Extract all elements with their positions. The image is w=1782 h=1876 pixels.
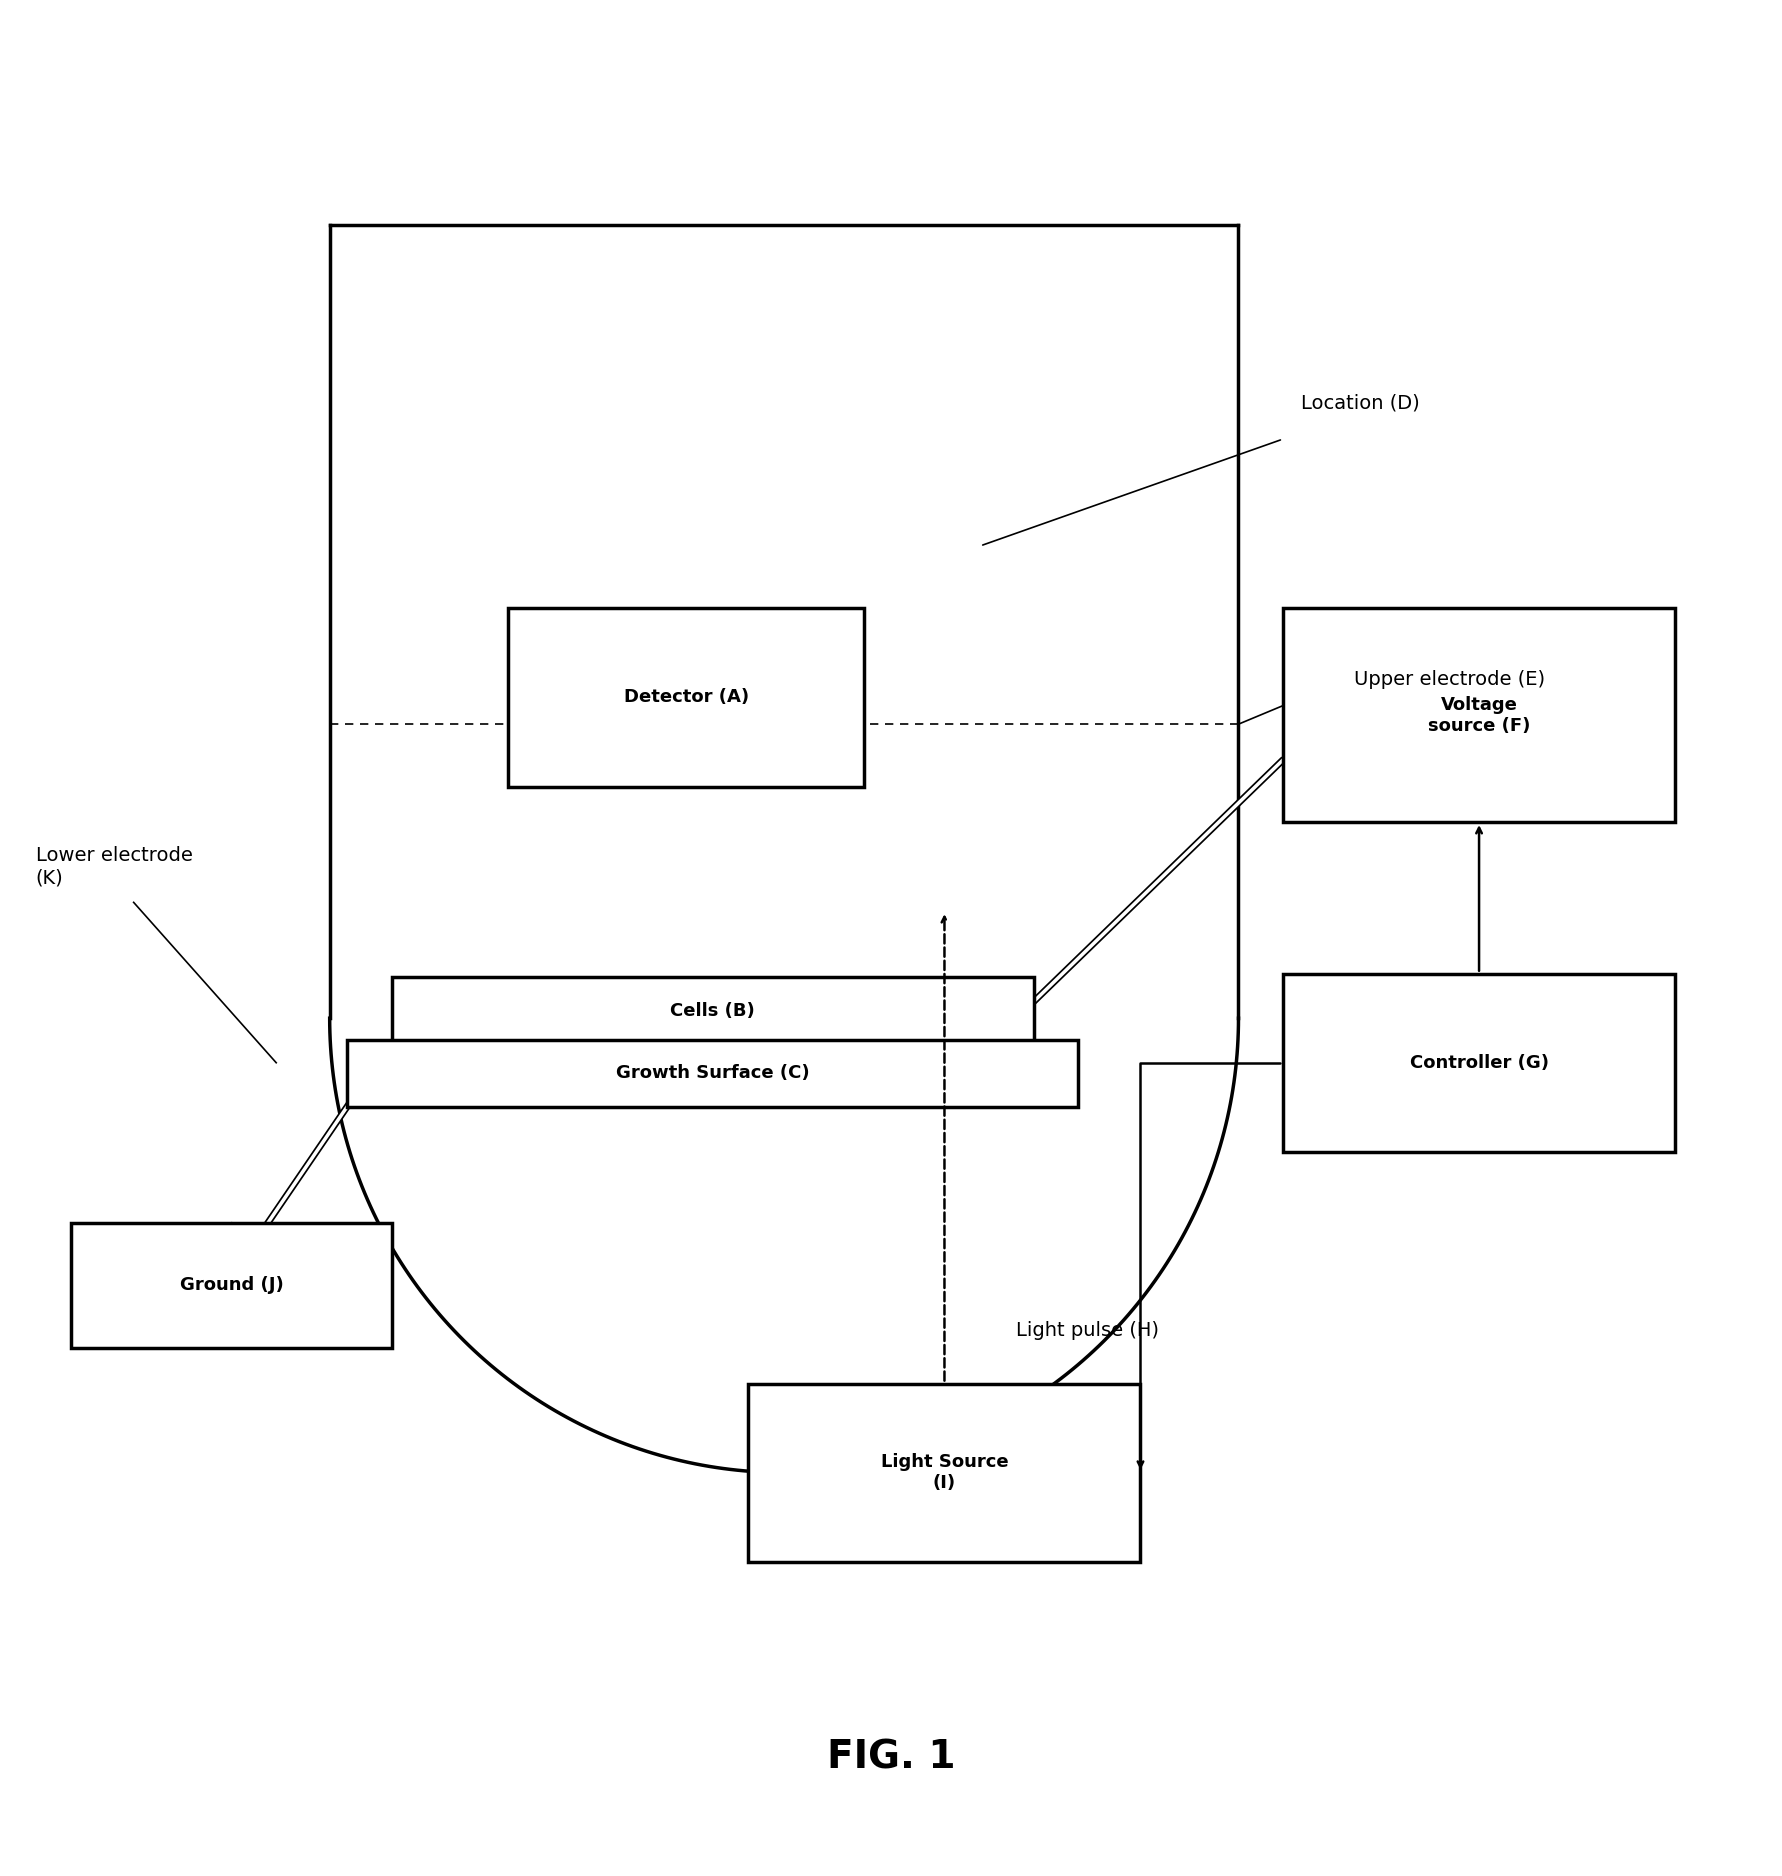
Text: Voltage
source (F): Voltage source (F) (1427, 696, 1531, 735)
Text: Lower electrode
(K): Lower electrode (K) (36, 846, 192, 887)
Text: Upper electrode (E): Upper electrode (E) (1354, 670, 1545, 688)
Text: Light Source
(I): Light Source (I) (880, 1454, 1009, 1491)
FancyBboxPatch shape (347, 1039, 1078, 1107)
Text: Light pulse (H): Light pulse (H) (1016, 1321, 1158, 1339)
Text: Detector (A): Detector (A) (624, 688, 748, 707)
FancyBboxPatch shape (392, 977, 1034, 1045)
FancyBboxPatch shape (748, 1383, 1140, 1561)
FancyBboxPatch shape (508, 608, 864, 786)
FancyBboxPatch shape (1283, 974, 1675, 1152)
FancyBboxPatch shape (1283, 608, 1675, 822)
Text: Location (D): Location (D) (1301, 394, 1420, 413)
Text: Ground (J): Ground (J) (180, 1276, 283, 1294)
FancyBboxPatch shape (71, 1223, 392, 1347)
Text: Controller (G): Controller (G) (1410, 1054, 1549, 1071)
Text: Cells (B): Cells (B) (670, 1002, 756, 1021)
Text: Growth Surface (C): Growth Surface (C) (617, 1064, 809, 1082)
Text: FIG. 1: FIG. 1 (827, 1739, 955, 1777)
